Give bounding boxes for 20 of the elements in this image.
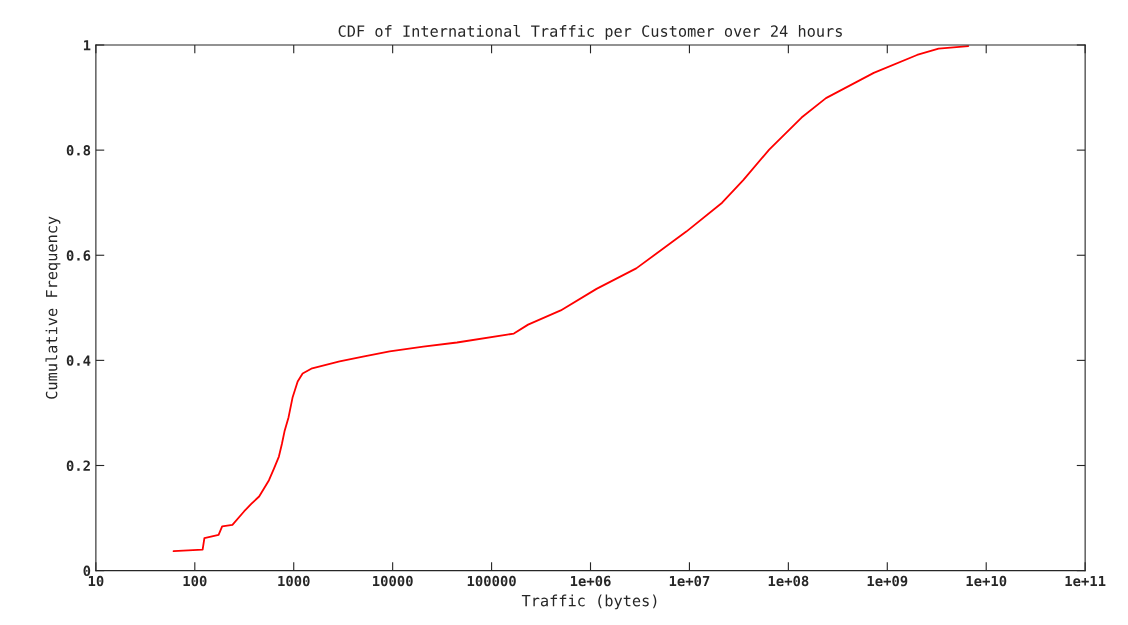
x-tick-label: 1000 (278, 575, 310, 587)
chart-title: CDF of International Traffic per Customer over 24 hours (338, 24, 842, 40)
x-tick-label: 1e+07 (669, 575, 710, 587)
x-tick-label: 100000 (467, 575, 516, 587)
y-tick-label: 0.2 (66, 460, 90, 471)
x-tick-label: 10000 (373, 575, 413, 587)
x-tick-label: 1e+10 (966, 575, 1007, 587)
x-tick-label: 100 (183, 575, 207, 587)
x-tick-label: 1e+11 (1065, 575, 1106, 587)
x-tick-label: 1e+06 (570, 575, 611, 587)
x-tick-label: 10 (88, 575, 104, 587)
y-tick-label: 0.6 (66, 250, 91, 261)
y-tick-label: 1 (83, 40, 91, 51)
x-axis-title: Traffic (bytes) (521, 594, 657, 610)
y-axis-title: Cumulative Frequency (45, 216, 61, 399)
x-tick-label: 1e+08 (768, 575, 809, 587)
x-tick-label: 1e+09 (867, 575, 908, 587)
y-tick-label: 0.4 (66, 355, 91, 366)
y-tick-label: 0 (83, 565, 91, 577)
y-tick-label: 0.8 (66, 145, 91, 156)
